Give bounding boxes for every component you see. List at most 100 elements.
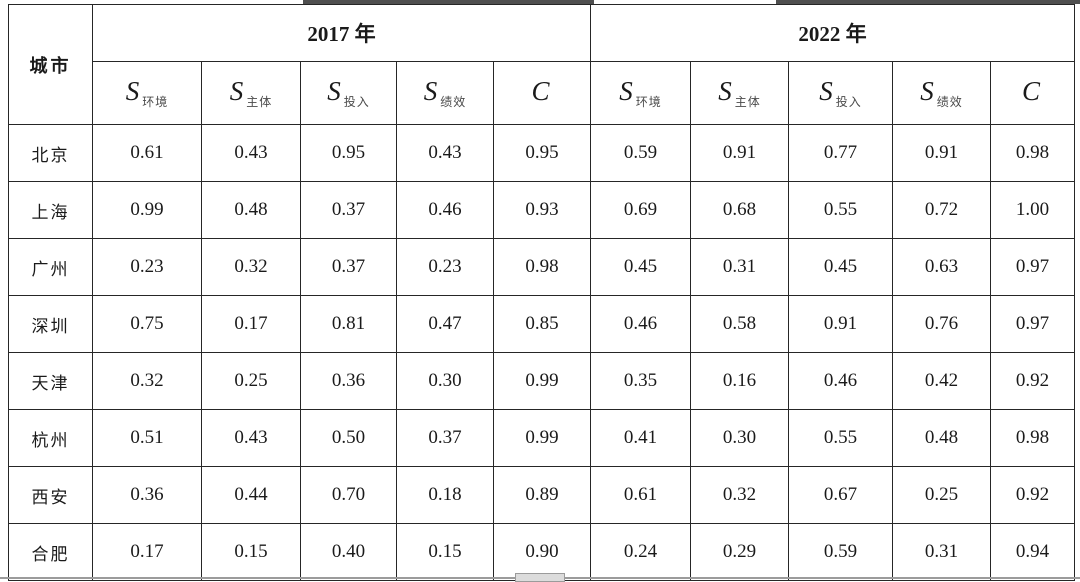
value-cell: 0.25 [892,466,992,524]
top-border-artifact [776,0,1080,4]
value-cell: 0.37 [396,409,494,467]
value-cell: 0.91 [690,124,790,182]
table-row: 天津 0.32 0.25 0.36 0.30 0.99 0.35 0.16 0.46 0.42 0.… [8,352,1076,410]
header-2017-s-environment: S 环境 [92,61,202,125]
year-label-2022: 2022 年 [798,22,867,46]
value-cell: 0.68 [690,181,790,239]
value-cell: 0.30 [396,352,494,410]
value-cell: 0.24 [590,523,692,581]
value-cell: 0.76 [892,295,992,353]
value-cell: 0.18 [396,466,494,524]
value-cell: 0.43 [201,124,301,182]
value-cell: 0.97 [990,295,1076,353]
value-cell: 0.43 [396,124,494,182]
value-cell: 0.37 [300,181,397,239]
value-cell: 0.63 [892,238,992,296]
value-cell: 0.98 [990,124,1076,182]
table-row: 上海 0.99 0.48 0.37 0.46 0.93 0.69 0.68 0.55 0.72 1.… [8,181,1076,239]
value-cell: 0.35 [590,352,692,410]
header-2022-s-subject: S 主体 [690,61,790,125]
year-label-2017: 2017 年 [307,22,376,46]
value-cell: 0.98 [990,409,1076,467]
header-2017-s-subject: S 主体 [201,61,301,125]
value-cell: 0.70 [300,466,397,524]
value-cell: 0.55 [788,181,894,239]
value-cell: 0.31 [690,238,790,296]
header-2017-s-performance: S 绩效 [396,61,494,125]
value-cell: 0.67 [788,466,894,524]
value-cell: 0.97 [990,238,1076,296]
value-cell: 0.77 [788,124,894,182]
value-cell: 0.36 [92,466,202,524]
value-cell: 0.92 [990,466,1076,524]
value-cell: 0.36 [300,352,397,410]
value-cell: 0.41 [590,409,692,467]
value-cell: 0.95 [300,124,397,182]
value-cell: 0.37 [300,238,397,296]
value-cell: 0.59 [590,124,692,182]
value-cell: 0.45 [788,238,894,296]
table-row: 深圳 0.75 0.17 0.81 0.47 0.85 0.46 0.58 0.91 0.76 0.… [8,295,1076,353]
value-cell: 0.32 [92,352,202,410]
city-cell: 杭州 [8,409,93,467]
value-cell: 0.92 [990,352,1076,410]
value-cell: 0.47 [396,295,494,353]
value-cell: 0.72 [892,181,992,239]
coupling-coordination-table: 城市 2017 年 2022 年 S 环境 S 主体 S 投入 S 绩效 C S 环境 S… [8,4,1076,581]
value-cell: 0.93 [492,181,592,239]
value-cell: 0.29 [690,523,790,581]
header-2017-s-input: S 投入 [300,61,397,125]
value-cell: 0.46 [396,181,494,239]
header-2022-s-performance: S 绩效 [892,61,992,125]
value-cell: 0.23 [92,238,202,296]
value-cell: 0.99 [92,181,202,239]
value-cell: 0.99 [492,409,592,467]
city-cell: 广州 [8,238,93,296]
value-cell: 0.91 [892,124,992,182]
header-2022-s-environment: S 环境 [590,61,692,125]
value-cell: 0.85 [492,295,592,353]
table-row: 西安 0.36 0.44 0.70 0.18 0.89 0.61 0.32 0.67 0.25 0.… [8,466,1076,524]
value-cell: 0.46 [590,295,692,353]
value-cell: 0.43 [201,409,301,467]
table-row: 杭州 0.51 0.43 0.50 0.37 0.99 0.41 0.30 0.55 0.48 0.… [8,409,1076,467]
header-2017-c: C [492,61,592,125]
value-cell: 0.23 [396,238,494,296]
value-cell: 0.58 [690,295,790,353]
value-cell: 0.61 [590,466,692,524]
value-cell: 0.99 [492,352,592,410]
value-cell: 0.32 [690,466,790,524]
table-row: 广州 0.23 0.32 0.37 0.23 0.98 0.45 0.31 0.45 0.63 0.… [8,238,1076,296]
city-cell: 深圳 [8,295,93,353]
data-table: 城市 2017 年 2022 年 S 环境 S 主体 S 投入 S 绩效 C S 环境 S… [8,4,1076,581]
value-cell: 0.61 [92,124,202,182]
value-cell: 0.17 [201,295,301,353]
value-cell: 0.31 [892,523,992,581]
value-cell: 0.46 [788,352,894,410]
value-cell: 0.45 [590,238,692,296]
value-cell: 0.44 [201,466,301,524]
header-2022-s-input: S 投入 [788,61,894,125]
table-body: 北京 0.61 0.43 0.95 0.43 0.95 0.59 0.91 0.77 0.91 0.… [8,124,1076,581]
value-cell: 0.16 [690,352,790,410]
year-group-2022: 2022 年 [590,4,1076,62]
city-cell: 北京 [8,124,93,182]
value-cell: 0.55 [788,409,894,467]
city-cell: 天津 [8,352,93,410]
value-cell: 1.00 [990,181,1076,239]
value-cell: 0.48 [201,181,301,239]
year-header-row: 城市 2017 年 2022 年 [8,4,1076,125]
value-cell: 0.81 [300,295,397,353]
header-2022-c: C [990,61,1076,125]
city-cell: 上海 [8,181,93,239]
value-cell: 0.40 [300,523,397,581]
year-group-2017: 2017 年 [91,4,592,62]
value-cell: 0.94 [990,523,1076,581]
value-cell: 0.75 [92,295,202,353]
subcolumn-header-row: S 环境 S 主体 S 投入 S 绩效 C S 环境 S 主体 S 投入 S 绩效 C [9,61,1076,125]
value-cell: 0.30 [690,409,790,467]
value-cell: 0.17 [92,523,202,581]
value-cell: 0.98 [492,238,592,296]
value-cell: 0.59 [788,523,894,581]
table-header: 城市 2017 年 2022 年 S 环境 S 主体 S 投入 S 绩效 C S 环境 S… [8,4,1076,125]
